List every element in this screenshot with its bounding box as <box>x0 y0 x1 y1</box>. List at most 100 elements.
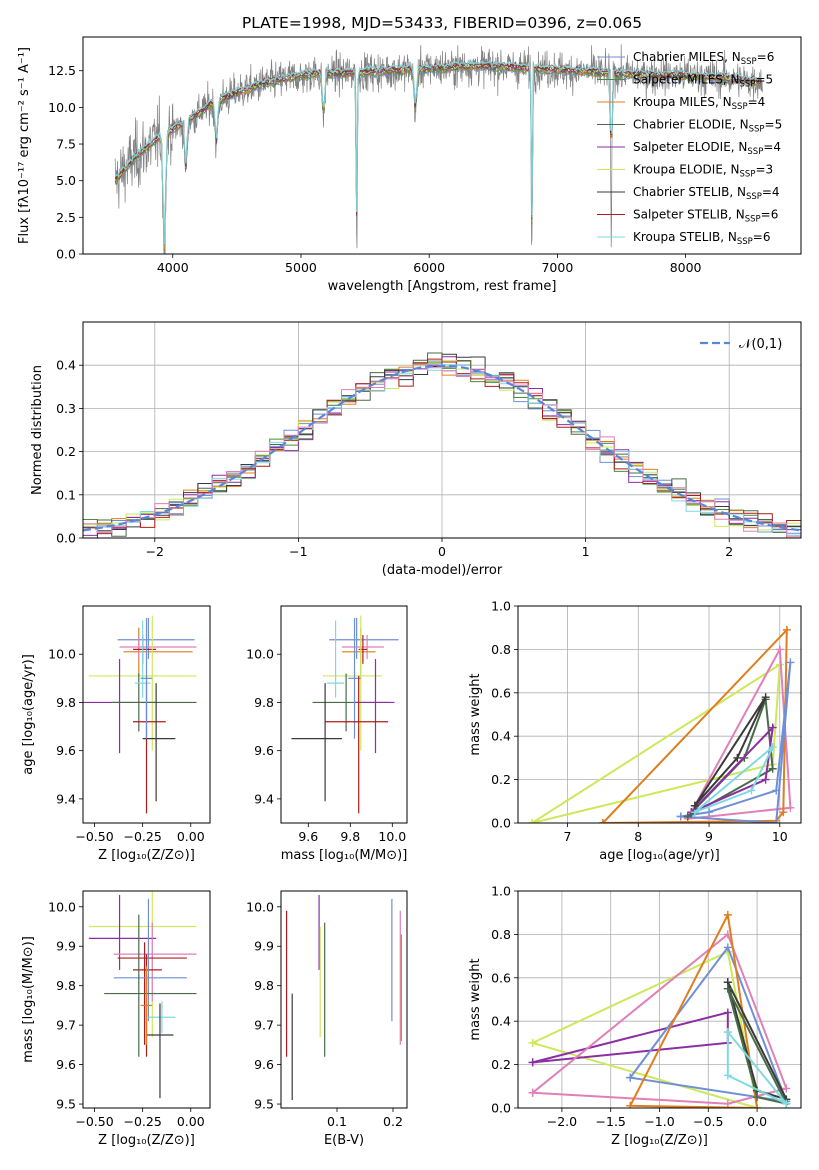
axes-5: −0.50 −0.25 0.00 9.5 9.6 9.7 9.8 9.9 10.0 Z [log₁… <box>21 890 211 1148</box>
x-tick-label: 9.8 <box>340 829 360 844</box>
y-tick-label: 0.8 <box>491 927 511 942</box>
series-marker <box>626 1101 635 1108</box>
y-tick-label: 0.4 <box>491 1014 511 1029</box>
y-tick-label: 0.1 <box>56 487 76 502</box>
x-axis-label: age [log₁₀(age/yr)] <box>599 848 720 863</box>
y-tick-label: 0.0 <box>491 1101 511 1116</box>
y-tick-label: 0.2 <box>491 772 511 787</box>
x-tick-label: 0 <box>438 544 446 559</box>
series-marker <box>723 1008 732 1017</box>
legend-entry: Salpeter ELODIE, NSSP=4 <box>633 140 781 157</box>
x-tick-label: −0.5 <box>693 1114 723 1129</box>
legend-entry: Salpeter MILES, NSSP=5 <box>633 73 773 90</box>
x-tick-label: 0.00 <box>177 1114 205 1129</box>
x-tick-label: −2.0 <box>547 1114 577 1129</box>
axes-frame <box>280 605 408 824</box>
series-marker <box>761 775 770 784</box>
series-marker <box>761 693 770 702</box>
x-axis-label: E(B-V) <box>324 1133 364 1148</box>
x-tick-label: 0.1 <box>327 1114 347 1129</box>
axes-frame <box>517 890 802 1109</box>
legend-entry: Kroupa STELIB, NSSP=6 <box>633 230 771 247</box>
y-tick-label: 7.5 <box>56 137 76 152</box>
axes-frame <box>82 36 802 255</box>
x-tick-label: 10.0 <box>378 829 406 844</box>
x-axis-label: Z [log₁₀(Z/Z⊙)] <box>98 848 195 863</box>
x-tick-label: 8 <box>634 829 642 844</box>
model-spectrum-kroupa_miles <box>115 65 762 251</box>
axes-frame <box>82 605 211 824</box>
series-line-chabrier_elodie <box>726 988 789 1106</box>
y-axis-label: age [log₁₀(age/yr)] <box>21 654 36 775</box>
legend-entry: Salpeter STELIB, NSSP=6 <box>633 208 778 225</box>
series-marker <box>705 808 714 817</box>
y-tick-label: 0.0 <box>56 531 76 546</box>
x-tick-label: 1 <box>582 544 590 559</box>
series-line-kroupa_elodie <box>532 950 759 1108</box>
y-tick-label: 5.0 <box>56 173 76 188</box>
x-tick-label: −1.5 <box>596 1114 626 1129</box>
series-marker <box>753 1104 762 1108</box>
x-tick-label: 2 <box>725 544 733 559</box>
y-tick-label: 9.6 <box>254 1057 274 1072</box>
series-marker <box>690 801 699 810</box>
y-tick-label: 0.8 <box>491 642 511 657</box>
y-axis-label: mass weight <box>468 673 483 755</box>
y-tick-label: 9.8 <box>56 695 76 710</box>
y-tick-label: 0.0 <box>491 816 511 831</box>
y-tick-label: 10.0 <box>48 100 76 115</box>
series-marker <box>626 1073 635 1082</box>
series-marker <box>772 819 781 823</box>
y-tick-label: 0.4 <box>491 729 511 744</box>
y-tick-label: 9.8 <box>254 978 274 993</box>
series-marker <box>528 1038 537 1047</box>
x-tick-label: 7 <box>564 829 572 844</box>
x-tick-label: 9 <box>705 829 713 844</box>
x-axis-label: Z [log₁₀(Z/Z⊙)] <box>611 1133 708 1148</box>
series-marker <box>782 625 791 634</box>
y-tick-label: 9.4 <box>254 791 274 806</box>
x-tick-label: −2 <box>146 544 164 559</box>
model-spectrum-salpeter_miles <box>114 66 762 250</box>
y-tick-label: 0.4 <box>56 358 76 373</box>
x-axis-label: Z [log₁₀(Z/Z⊙)] <box>98 1133 195 1148</box>
plot-area <box>83 615 197 814</box>
x-tick-label: 9.6 <box>298 829 318 844</box>
series-line-chabrier_stelib <box>694 696 767 807</box>
series-marker <box>782 1099 791 1108</box>
y-tick-label: 9.7 <box>254 1018 274 1033</box>
series-marker <box>723 1071 732 1080</box>
y-axis-label: mass [log₁₀(M/M⊙)] <box>21 936 36 1063</box>
series-line-chabrier_stelib <box>726 981 789 1101</box>
series-line-kroupa_stelib <box>694 746 774 814</box>
y-tick-label: 0.3 <box>56 401 76 416</box>
series-marker <box>753 1093 762 1102</box>
series-marker <box>768 743 777 752</box>
series-marker <box>775 645 784 654</box>
plot-area <box>286 894 402 1101</box>
series-line-kroupa_miles <box>602 627 788 823</box>
x-tick-label: 0.00 <box>177 829 205 844</box>
x-axis-label: (data-model)/error <box>382 563 503 578</box>
y-tick-label: 12.5 <box>48 63 76 78</box>
x-tick-label: −0.50 <box>75 1114 113 1129</box>
axes-frame <box>517 605 802 824</box>
series-marker <box>528 1058 537 1067</box>
series-marker <box>723 910 732 919</box>
x-tick-label: −1.0 <box>644 1114 674 1129</box>
y-axis-label: Normed distribution <box>30 365 45 495</box>
legend-entry: Chabrier STELIB, NSSP=4 <box>633 185 780 202</box>
y-tick-label: 9.6 <box>56 1057 76 1072</box>
y-tick-label: 9.8 <box>254 695 274 710</box>
legend-entry: Chabrier MILES, NSSP=6 <box>633 50 774 67</box>
series-marker <box>723 1028 732 1037</box>
y-tick-label: 9.6 <box>254 743 274 758</box>
series-marker <box>772 786 781 795</box>
x-tick-label: 10 <box>772 829 788 844</box>
series-marker <box>782 1084 791 1093</box>
series-marker <box>683 812 692 821</box>
plot-area <box>291 615 399 814</box>
chart-title: PLATE=1998, MJD=53433, FIBERID=0396, z=0… <box>242 14 642 32</box>
y-tick-label: 1.0 <box>491 599 511 614</box>
